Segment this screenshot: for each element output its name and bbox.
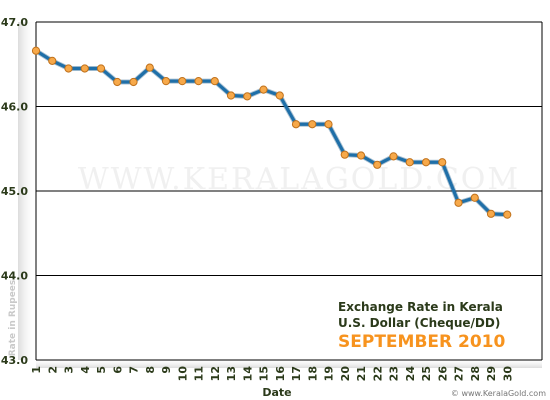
chart-title-line-1: Exchange Rate in Kerala <box>338 300 503 314</box>
x-tick-label: 26 <box>436 366 449 382</box>
data-point <box>340 150 349 159</box>
data-point <box>324 120 333 129</box>
y-tick-label: 47.0 <box>1 16 28 29</box>
data-point <box>64 64 73 73</box>
credit-text: © www.KeralaGold.com <box>451 389 546 398</box>
bottom-shade <box>36 358 542 368</box>
x-tick-label: 12 <box>209 366 222 381</box>
data-point <box>161 77 171 86</box>
y-axis-label: Rate in Rupees <box>8 280 18 357</box>
chart-title-line-2: U.S. Dollar (Cheque/DD) <box>338 316 500 330</box>
x-tick-label: 5 <box>95 366 108 374</box>
x-tick-label: 24 <box>404 366 417 382</box>
data-point <box>210 77 219 86</box>
data-point <box>96 64 106 73</box>
x-tick-label: 30 <box>501 366 514 382</box>
x-tick-label: 13 <box>225 366 238 381</box>
x-tick-label: 19 <box>323 366 336 381</box>
x-tick-label: 29 <box>485 366 498 381</box>
data-point <box>438 158 447 167</box>
x-tick-label: 1 <box>30 366 43 374</box>
data-point <box>356 151 366 160</box>
data-point <box>178 77 187 86</box>
x-tick-label: 11 <box>193 366 206 381</box>
x-tick-label: 3 <box>63 366 76 374</box>
data-point <box>291 120 301 129</box>
x-tick-labels: 1 2 3 4 5 6 7 8 9 10 11 12 13 14 15 16 17 18 19 20 21 22 23 24 2… <box>30 366 514 382</box>
x-tick-label: 10 <box>176 366 189 382</box>
left-shade <box>18 22 36 360</box>
x-tick-label: 14 <box>241 366 254 382</box>
x-tick-label: 9 <box>160 366 173 374</box>
x-tick-label: 27 <box>453 366 466 381</box>
y-tick-label: 44.0 <box>1 270 28 283</box>
x-tick-label: 7 <box>128 366 141 374</box>
x-tick-label: 21 <box>355 366 368 381</box>
x-tick-label: 15 <box>258 366 271 381</box>
x-tick-label: 25 <box>420 366 433 381</box>
y-tick-label: 43.0 <box>1 354 28 367</box>
data-point <box>31 46 41 55</box>
data-point <box>454 198 463 207</box>
x-tick-label: 8 <box>144 366 157 374</box>
y-tick-label: 45.0 <box>1 185 28 198</box>
chart-subtitle-month: SEPTEMBER 2010 <box>338 332 506 352</box>
data-point <box>113 77 122 87</box>
data-point <box>275 91 284 100</box>
data-point <box>389 152 398 161</box>
x-tick-label: 22 <box>371 366 384 381</box>
x-tick-label: 2 <box>46 366 59 374</box>
data-point <box>243 92 252 101</box>
data-point <box>145 63 154 72</box>
x-tick-label: 18 <box>306 366 319 381</box>
x-tick-label: 6 <box>111 366 124 374</box>
data-point <box>48 56 57 65</box>
x-tick-label: 17 <box>290 366 303 381</box>
x-tick-label: 23 <box>388 366 401 381</box>
data-point <box>421 158 431 167</box>
x-tick-label: 4 <box>79 366 92 374</box>
data-point <box>194 77 203 86</box>
gridlines <box>35 21 543 361</box>
data-point <box>486 209 496 218</box>
data-point <box>226 91 236 100</box>
data-point <box>129 77 138 87</box>
data-point <box>80 64 89 73</box>
data-point <box>503 210 512 219</box>
data-points <box>31 46 512 219</box>
x-axis-label: Date <box>262 386 291 399</box>
data-point <box>405 158 414 167</box>
y-tick-labels: 43.0 44.0 45.0 46.0 47.0 <box>1 16 28 367</box>
x-tick-label: 28 <box>469 366 482 381</box>
y-tick-label: 46.0 <box>1 101 28 114</box>
x-tick-label: 20 <box>339 366 352 382</box>
data-point <box>259 85 268 94</box>
y-axis-label-group: Rate in Rupees <box>8 280 18 357</box>
data-point <box>373 160 382 169</box>
data-point <box>470 193 479 202</box>
data-point <box>308 120 317 129</box>
x-tick-label: 16 <box>274 366 287 382</box>
